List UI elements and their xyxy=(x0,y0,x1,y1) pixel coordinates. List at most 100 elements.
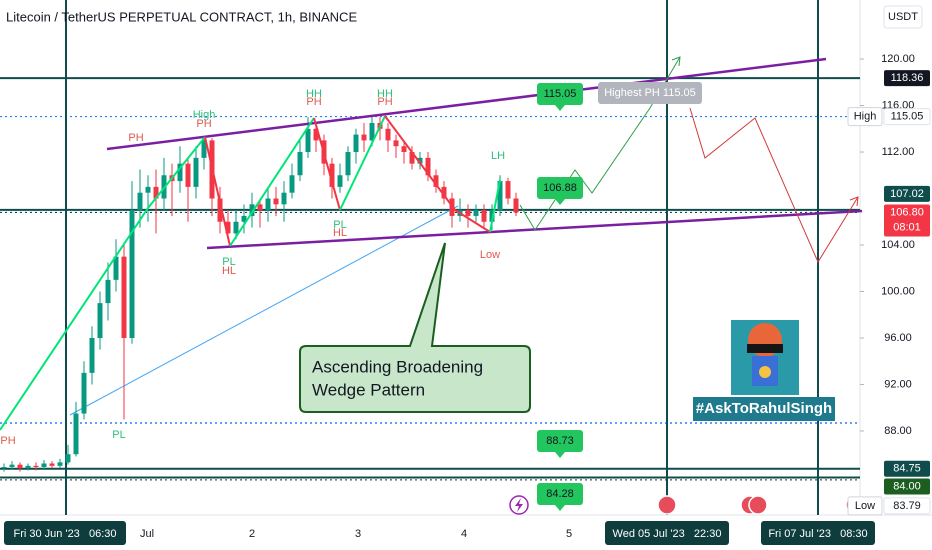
candle-body xyxy=(1,466,7,469)
x-tick-label: Wed 05 Jul '23 22:30 xyxy=(613,528,722,540)
pivot-label: Low xyxy=(480,249,500,261)
candle-body xyxy=(17,464,23,469)
y-tick-label: 88.00 xyxy=(884,425,912,437)
candle-body xyxy=(369,122,375,141)
arrow-head xyxy=(849,196,859,207)
price-label-box xyxy=(884,478,930,495)
x-label-box xyxy=(761,521,875,545)
price-box-label: 115.05 xyxy=(544,88,577,100)
candle-body xyxy=(329,163,335,187)
price-label: 115.05 xyxy=(891,110,924,122)
pivot-label: PH xyxy=(0,435,15,447)
price-label-box xyxy=(884,460,930,477)
price-box-pointer xyxy=(555,199,565,205)
candle-body xyxy=(57,462,63,466)
price-box-pointer xyxy=(555,505,565,511)
x-tick-label: Jul xyxy=(140,528,154,540)
y-tick-label: 120.00 xyxy=(881,53,915,65)
zigzag-down xyxy=(204,136,231,247)
price-tag: Low xyxy=(855,500,875,512)
candle-body xyxy=(441,186,447,199)
x-tick-label: 4 xyxy=(461,528,467,540)
zigzag-up xyxy=(0,136,206,431)
chart-title: Litecoin / TetherUS PERPETUAL CONTRACT, … xyxy=(6,9,357,24)
price-box-label: 84.28 xyxy=(546,488,574,500)
candle-body xyxy=(473,210,479,216)
price-label: 84.75 xyxy=(893,463,921,475)
pivot-label: PH xyxy=(196,118,211,130)
candle-body xyxy=(401,146,407,153)
pivot-label: PH xyxy=(306,96,321,108)
candle-body xyxy=(129,210,135,338)
price-label-box xyxy=(884,185,930,202)
pivot-label: HH xyxy=(306,88,322,100)
price-label: 118.36 xyxy=(891,72,924,84)
highest-label-box xyxy=(598,82,702,104)
y-tick-label: 112.00 xyxy=(882,146,915,158)
candle-body xyxy=(337,175,343,187)
candle-body xyxy=(233,221,239,234)
candle-body xyxy=(97,303,103,338)
price-label: 84.00 xyxy=(893,480,921,492)
zigzag-down xyxy=(313,117,341,211)
candle-body xyxy=(121,256,127,338)
currency-box xyxy=(883,5,923,29)
price-box xyxy=(537,430,583,452)
candle-body xyxy=(433,175,439,187)
price-label-box xyxy=(883,108,931,126)
candle-body xyxy=(425,157,431,176)
arrow-head xyxy=(671,56,681,67)
candle-body xyxy=(305,128,311,153)
price-tag-box xyxy=(847,496,883,516)
candle-body xyxy=(33,465,39,467)
pivot-label: HL xyxy=(333,227,347,239)
candle-body xyxy=(201,140,207,158)
pivot-label: PL xyxy=(222,256,235,268)
candle-body xyxy=(417,157,423,164)
x-tick-label: 3 xyxy=(355,528,361,540)
candle-body xyxy=(145,186,151,193)
candle-body xyxy=(385,128,391,141)
price-countdown: 08:01 xyxy=(893,221,921,233)
price-tag: High xyxy=(854,110,877,122)
price-box-pointer xyxy=(555,452,565,458)
price-box-label: 88.73 xyxy=(546,435,574,447)
candle-body xyxy=(65,454,71,463)
candle-body xyxy=(345,152,351,176)
candle-body xyxy=(113,256,119,280)
price-label-box xyxy=(883,497,931,515)
price-box xyxy=(537,177,583,199)
x-tick-label: Fri 30 Jun '23 06:30 xyxy=(14,528,117,540)
y-tick-label: 92.00 xyxy=(884,378,912,390)
avatar xyxy=(731,320,799,395)
price-label-box xyxy=(884,70,930,87)
candle-body xyxy=(297,152,303,176)
candle-body xyxy=(193,157,199,187)
candle-body xyxy=(489,210,495,222)
candle-body xyxy=(9,464,15,467)
candle-body xyxy=(249,204,255,216)
zigzag-down xyxy=(384,115,491,233)
price-label: 106.80 xyxy=(890,206,924,218)
candle-body xyxy=(497,181,503,211)
candle-body xyxy=(105,279,111,304)
x-label-box xyxy=(605,521,729,545)
pivot-label: LH xyxy=(491,150,505,162)
candle-body xyxy=(241,215,247,222)
candle-body xyxy=(185,163,191,187)
y-tick-label: 100.00 xyxy=(881,285,915,297)
price-label: 83.79 xyxy=(893,500,921,512)
trend-line xyxy=(69,205,459,416)
candle-body xyxy=(481,210,487,222)
candle-body xyxy=(513,198,519,213)
price-label: 107.02 xyxy=(890,188,924,200)
candle-body xyxy=(177,163,183,182)
candle-body xyxy=(393,140,399,147)
pivot-label: HL xyxy=(222,265,236,277)
candle-body xyxy=(153,186,159,199)
price-label-box xyxy=(884,204,930,237)
candle-body xyxy=(265,198,271,211)
projection-down xyxy=(689,107,859,264)
